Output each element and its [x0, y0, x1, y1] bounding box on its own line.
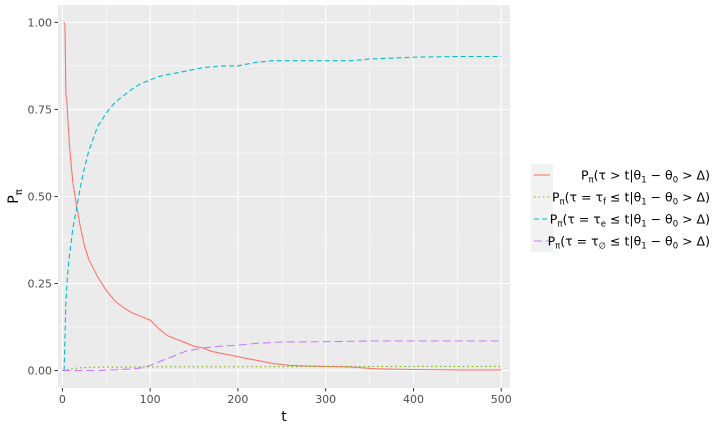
x-tick-label: 300: [315, 393, 336, 406]
legend-label-1: Pπ(τ > t|θ1 − θ0 > Δ): [581, 168, 710, 186]
y-tick-label: 1.00: [28, 16, 53, 29]
legend-key-background: [531, 164, 553, 252]
legend-label-2: Pπ(τ = τf ≤ t|θ1 − θ0 > Δ): [552, 190, 710, 208]
y-tick-label: 0.75: [28, 103, 53, 116]
y-tick-label: 0.50: [28, 191, 53, 204]
y-tick-label: 0.25: [28, 278, 53, 291]
x-tick-label: 100: [140, 393, 161, 406]
series-line-3: [63, 55, 502, 371]
series-layer: [62, 22, 502, 372]
legend-label-4: Pπ(τ = τ∅ ≤ t|θ1 − θ0 > Δ): [548, 234, 710, 252]
x-tick-label: 200: [227, 393, 248, 406]
x-axis-title: t: [281, 409, 287, 425]
legend: Pπ(τ > t|θ1 − θ0 > Δ) Pπ(τ = τf ≤ t|θ1 − …: [531, 164, 710, 252]
y-axis-title: Pπ: [6, 189, 25, 203]
y-axis: 0.00 0.25 0.50 0.75 1.00: [28, 16, 58, 378]
x-tick-label: 400: [403, 393, 424, 406]
x-tick-label: 0: [59, 393, 66, 406]
y-tick-label: 0.00: [28, 365, 53, 378]
legend-label-3: Pπ(τ = τe ≤ t|θ1 − θ0 > Δ): [550, 212, 710, 230]
x-tick-label: 500: [491, 393, 512, 406]
x-axis: 0 100 200 300 400 500: [59, 388, 512, 406]
series-line-4: [62, 340, 502, 372]
major-gridlines: [58, 5, 510, 388]
